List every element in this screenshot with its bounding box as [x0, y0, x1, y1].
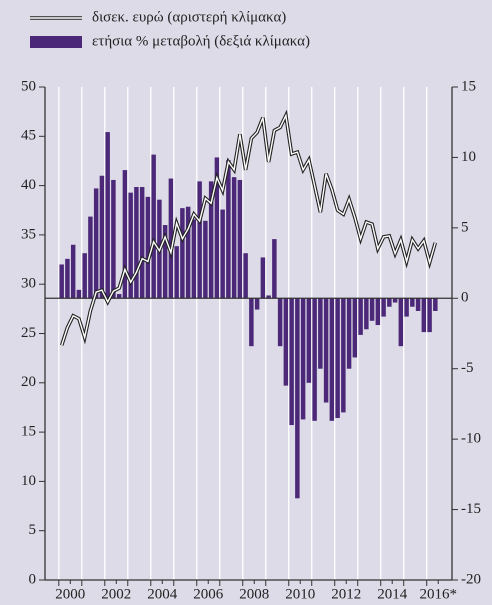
bar — [277, 298, 283, 347]
y-tick-label: 20 — [21, 374, 36, 390]
bar — [76, 289, 82, 299]
legend-label: ετήσια % μεταβολή (δεξιά κλίμακα) — [92, 33, 310, 49]
bar — [266, 295, 271, 299]
bar — [208, 181, 214, 299]
x-tick-label: 2014 — [377, 586, 408, 602]
bar — [185, 206, 191, 299]
bar — [151, 154, 156, 299]
legend-swatch — [30, 36, 82, 48]
bar — [415, 298, 421, 311]
bar — [111, 179, 116, 299]
bar — [358, 298, 363, 335]
bar — [122, 170, 128, 299]
bar — [231, 177, 237, 299]
bar — [410, 298, 415, 307]
bar — [300, 298, 306, 420]
bar — [433, 298, 438, 311]
bar — [352, 298, 358, 358]
line — [61, 113, 436, 346]
bar — [99, 175, 105, 299]
bar — [237, 179, 243, 299]
bar — [226, 160, 231, 299]
bar — [65, 258, 70, 299]
bar — [421, 298, 427, 333]
bar — [404, 298, 409, 317]
bar — [398, 298, 404, 347]
y-tick-label: 30 — [21, 276, 36, 292]
bar — [381, 298, 386, 317]
x-tick-label: 2012 — [331, 586, 361, 602]
bar — [180, 208, 185, 299]
bar — [128, 192, 133, 299]
bar — [260, 257, 266, 299]
bar — [93, 188, 99, 299]
bar — [387, 298, 392, 307]
bar — [346, 298, 352, 369]
x-tick-label: 2010 — [285, 586, 315, 602]
bar — [306, 298, 312, 383]
y2-tick-label: -15 — [461, 501, 481, 517]
bar — [272, 239, 277, 299]
bar — [82, 253, 87, 299]
x-tick-label: 2004 — [147, 586, 178, 602]
bar — [220, 209, 225, 299]
x-tick-label: 2000 — [55, 586, 85, 602]
bar — [249, 298, 254, 347]
bar — [341, 298, 346, 413]
bar — [427, 298, 432, 333]
bar — [134, 187, 139, 299]
bar — [323, 298, 329, 403]
bar — [88, 216, 93, 299]
bar — [168, 178, 174, 299]
x-tick-label: 2008 — [239, 586, 269, 602]
bar — [283, 298, 289, 386]
bar — [59, 264, 64, 299]
bar — [312, 298, 317, 421]
y2-tick-label: 0 — [461, 290, 469, 306]
bar — [254, 298, 260, 310]
bar — [289, 298, 294, 426]
bar — [335, 298, 340, 419]
y-tick-label: 35 — [21, 226, 36, 242]
y2-tick-label: -5 — [461, 360, 474, 376]
bar — [174, 246, 179, 299]
y2-tick-label: -10 — [461, 431, 481, 447]
legend-label: δισεκ. ευρώ (αριστερή κλίμακα) — [92, 9, 286, 25]
y-tick-label: 40 — [21, 177, 36, 193]
bar — [203, 220, 208, 299]
bar — [139, 187, 145, 299]
bar — [329, 298, 335, 421]
bar — [392, 298, 398, 303]
y-tick-label: 50 — [21, 78, 36, 94]
bar — [162, 225, 168, 299]
y2-tick-label: 5 — [461, 219, 469, 235]
bar — [116, 294, 122, 299]
bar — [70, 244, 76, 299]
bar — [191, 219, 197, 299]
y2-tick-label: 10 — [461, 149, 476, 165]
y-tick-label: 5 — [29, 522, 37, 538]
bar — [318, 298, 323, 369]
y-tick-label: 15 — [21, 424, 36, 440]
bar — [243, 253, 248, 299]
bar — [145, 196, 151, 299]
bar — [364, 298, 369, 330]
y2-tick-label: -20 — [461, 571, 481, 587]
y-tick-label: 25 — [21, 325, 36, 341]
bar — [369, 298, 375, 321]
x-tick-label: 2002 — [101, 586, 131, 602]
bar — [214, 157, 220, 299]
y-tick-label: 10 — [21, 473, 36, 489]
bar — [197, 181, 202, 299]
x-tick-label: 2016* — [419, 586, 457, 602]
bar — [295, 298, 300, 499]
bar — [375, 298, 381, 326]
x-tick-label: 2006 — [193, 586, 224, 602]
y2-tick-label: 15 — [461, 78, 476, 94]
bar — [105, 132, 110, 299]
y-tick-label: 0 — [29, 571, 37, 587]
y-tick-label: 45 — [21, 128, 36, 144]
